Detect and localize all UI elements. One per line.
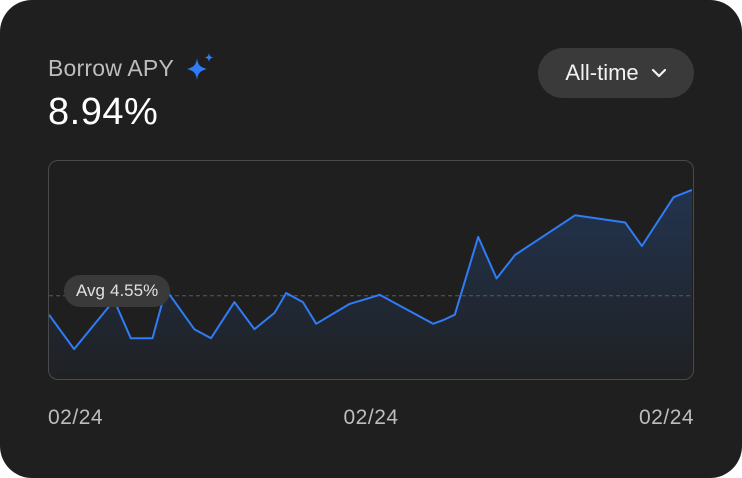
apy-value: 8.94%	[48, 91, 159, 133]
average-label: Avg	[76, 281, 105, 300]
x-tick-label: 02/24	[343, 406, 399, 429]
card-header: Borrow APY	[48, 52, 216, 84]
card-title: Borrow APY	[48, 55, 174, 81]
average-value: 4.55%	[110, 281, 159, 300]
x-tick-label: 02/24	[48, 406, 104, 429]
apy-chart-svg	[49, 188, 692, 378]
x-axis-labels: 02/24 02/24 02/24	[48, 405, 694, 431]
series-area	[49, 189, 692, 378]
x-tick-label: 02/24	[639, 406, 695, 429]
chevron-down-icon	[651, 68, 666, 78]
time-range-label: All-time	[565, 60, 639, 85]
apy-chart	[48, 160, 694, 380]
time-range-select[interactable]: All-time	[538, 48, 694, 98]
sparkle-icon	[187, 53, 214, 80]
average-badge: Avg 4.55%	[64, 275, 171, 307]
